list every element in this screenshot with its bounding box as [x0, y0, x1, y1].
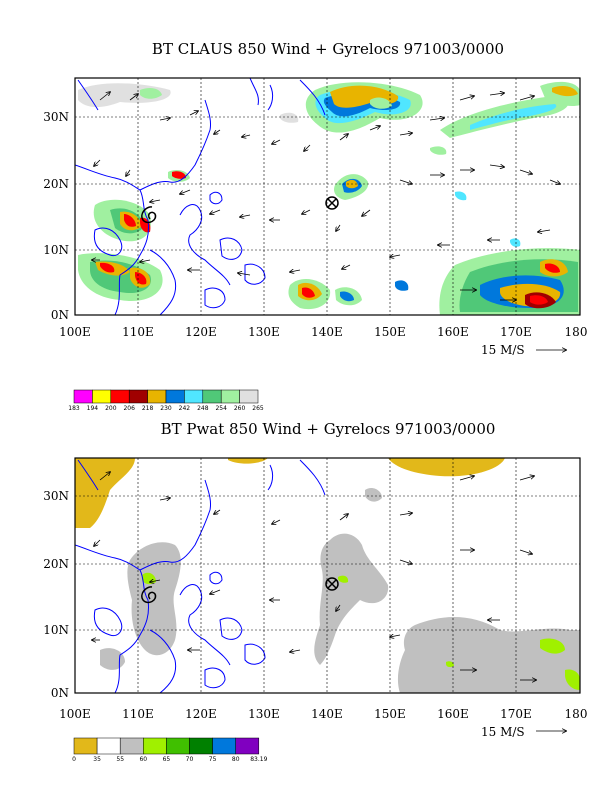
colorbar-tick-label: 70 [186, 756, 194, 763]
colorbar-swatch [165, 389, 185, 404]
colorbar-tick-label: 35 [93, 756, 101, 763]
bottom-colorbar: 0 35 55 60 65 70 75 80 83.19 [72, 737, 268, 763]
colorbar-tick-label: 183 [68, 405, 80, 412]
colorbar-swatch [73, 389, 93, 404]
colorbar-swatch [212, 737, 236, 755]
top-lon-label: 180 [565, 325, 588, 339]
colorbar-swatch [220, 389, 240, 404]
bottom-lon-label: 110E [122, 707, 154, 721]
top-lat-label: 20N [43, 177, 69, 191]
top-lon-label: 110E [122, 325, 154, 339]
top-map: 30N 20N 10N 0N 100E 110E 120E 130E 140E … [43, 77, 588, 412]
colorbar-swatch [96, 737, 121, 755]
bottom-lon-label: 100E [59, 707, 91, 721]
bottom-map-frame [74, 457, 581, 694]
colorbar-tick-label: 242 [179, 405, 191, 412]
top-vector-scale-label: 15 M/S [481, 343, 525, 357]
colorbar-swatch [128, 389, 148, 404]
colorbar-tick-label: 248 [197, 405, 209, 412]
colorbar-tick-label: 0 [72, 756, 76, 763]
colorbar-tick-label: 60 [139, 756, 147, 763]
bottom-lon-label: 140E [311, 707, 343, 721]
colorbar-swatch [166, 737, 190, 755]
colorbar-tick-label: 218 [142, 405, 154, 412]
colorbar-tick-label: 75 [209, 756, 217, 763]
top-lon-label: 120E [185, 325, 217, 339]
bottom-lon-label: 150E [374, 707, 406, 721]
top-gyre-cross-circle-icon [325, 196, 339, 210]
colorbar-tick-label: 194 [87, 405, 99, 412]
bottom-lat-label: 30N [43, 489, 69, 503]
bottom-gyre-spiral-icon [141, 586, 157, 604]
top-map-frame [74, 77, 581, 316]
colorbar-tick-label: 55 [116, 756, 124, 763]
colorbar-swatch [202, 389, 222, 404]
colorbar-tick-label: 254 [215, 405, 227, 412]
top-map-coastlines [75, 78, 326, 315]
top-lon-label: 100E [59, 325, 91, 339]
colorbar-swatch [235, 737, 260, 755]
colorbar-swatch [239, 389, 259, 404]
colorbar-tick-label: 260 [234, 405, 246, 412]
colorbar-tick-label: 206 [123, 405, 135, 412]
colorbar-swatch [73, 737, 98, 755]
top-lat-label: 30N [43, 110, 69, 124]
colorbar-tick-label: 265 [252, 405, 264, 412]
top-lon-label: 170E [500, 325, 532, 339]
bottom-lon-label: 120E [185, 707, 217, 721]
top-gyre-spiral-icon [141, 206, 157, 224]
top-colorbar: 183 194 200 206 218 230 242 248 254 260 265 [68, 389, 264, 412]
bottom-lon-label: 180 [565, 707, 588, 721]
top-lon-label: 130E [248, 325, 280, 339]
colorbar-swatch [110, 389, 130, 404]
bottom-map-coastlines [75, 459, 326, 693]
top-map-wind-vectors [92, 92, 560, 300]
colorbar-swatch [147, 389, 167, 404]
top-lon-label: 150E [374, 325, 406, 339]
colorbar-swatch [184, 389, 204, 404]
bottom-map-wind-vectors [92, 472, 536, 680]
colorbar-swatch [189, 737, 213, 755]
bottom-gyre-cross-circle-icon [325, 577, 339, 591]
bottom-lat-label: 0N [51, 686, 69, 700]
colorbar-tick-label: 83.19 [250, 756, 267, 763]
top-lon-label: 140E [311, 325, 343, 339]
bottom-lat-label: 20N [43, 557, 69, 571]
bottom-lat-label: 10N [43, 623, 69, 637]
bottom-map-gridlines [75, 458, 580, 693]
colorbar-tick-label: 65 [163, 756, 171, 763]
top-lat-label: 0N [51, 308, 69, 322]
map-title-bottom: BT Pwat 850 Wind + Gyrelocs 971003/0000 [160, 420, 496, 438]
colorbar-tick-label: 230 [160, 405, 172, 412]
top-map-gridlines [75, 78, 580, 315]
bottom-lon-label: 170E [500, 707, 532, 721]
colorbar-tick-label: 80 [232, 756, 240, 763]
map-title-top: BT CLAUS 850 Wind + Gyrelocs 971003/0000 [151, 40, 505, 58]
bottom-lon-label: 130E [248, 707, 280, 721]
colorbar-swatch [143, 737, 167, 755]
top-lon-label: 160E [437, 325, 469, 339]
bottom-lon-label: 160E [437, 707, 469, 721]
bottom-map: 30N 20N 10N 0N 100E 110E 120E 130E 140E … [43, 457, 588, 763]
colorbar-swatch [92, 389, 112, 404]
bottom-vector-scale-label: 15 M/S [481, 725, 525, 739]
bottom-map-pwat-shading [75, 458, 580, 693]
top-lat-label: 10N [43, 243, 69, 257]
colorbar-swatch [119, 737, 144, 755]
colorbar-tick-label: 200 [105, 405, 117, 412]
